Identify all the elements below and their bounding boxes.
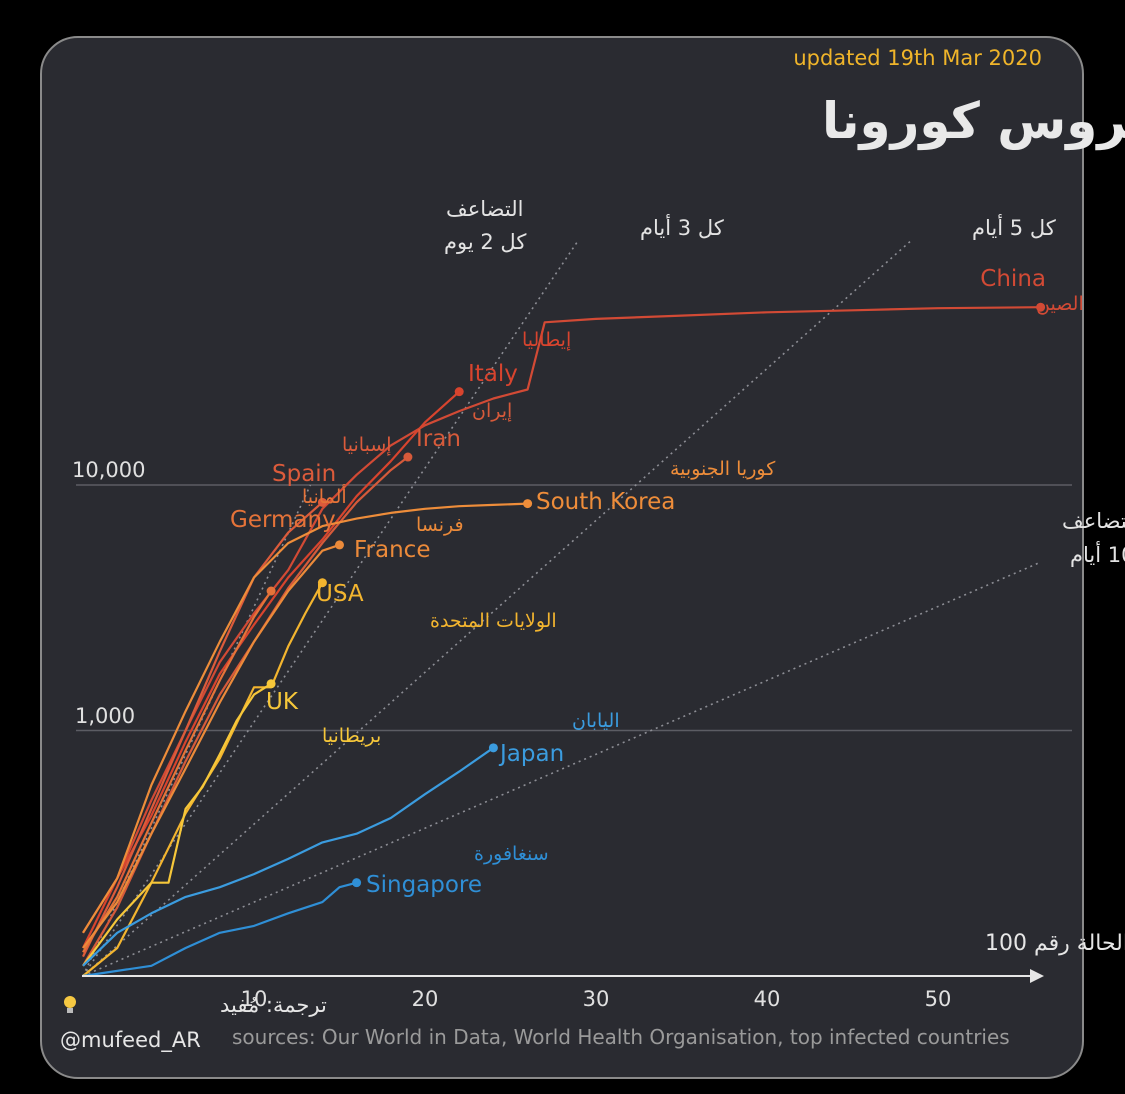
label-korea: South Korea	[536, 489, 675, 515]
label-usa: USA	[316, 581, 364, 607]
grid	[76, 484, 1072, 732]
label-japan: Japan	[498, 741, 564, 767]
label-spain-ar: إسبانيا	[342, 434, 392, 457]
label-china: China	[980, 266, 1046, 292]
ref-5-label: كل 5 أيام	[972, 214, 1056, 240]
credit-translation: ترجمة: مُفيد	[220, 993, 327, 1017]
label-germany-ar: ألمانيا	[302, 484, 347, 508]
reference-line-3-days	[82, 239, 580, 977]
updated-date: updated 19th Mar 2020	[793, 46, 1042, 70]
x-tick-10: 10	[241, 987, 268, 1011]
series-line-spain	[82, 501, 324, 958]
x-tick-20: 20	[412, 987, 439, 1011]
series-end-dot-germany	[266, 586, 276, 596]
series-end-dot-uk	[266, 679, 276, 689]
series-end-dot-italy	[454, 387, 464, 397]
reference-line-10-days	[82, 561, 1041, 977]
chart-frame	[40, 36, 1084, 1079]
series-line-korea	[82, 502, 528, 934]
reference-line-5-days	[82, 238, 913, 977]
series-end-dot-korea	[523, 499, 533, 509]
series-line-china	[82, 306, 1041, 934]
label-singapore-ar: سنغافورة	[474, 843, 549, 865]
label-spain: Spain	[272, 461, 336, 487]
credit-handle: @mufeed_AR	[60, 1028, 201, 1053]
label-china-ar: الصين	[1036, 293, 1084, 315]
series-end-dot-spain	[317, 497, 327, 507]
label-usa-ar: الولايات المتحدة	[430, 610, 557, 632]
y-tick-1000: 1,000	[75, 704, 135, 728]
series-end-dot-usa	[317, 578, 327, 588]
x-tick-50: 50	[925, 987, 952, 1011]
label-france-ar: فرنسا	[416, 514, 464, 536]
label-uk: UK	[266, 689, 299, 715]
series-line-france	[82, 543, 340, 949]
label-singapore: Singapore	[366, 872, 482, 898]
series-end-dot-japan	[488, 743, 498, 753]
label-iran: Iran	[416, 426, 461, 452]
chart-title: معدلات إنتشار فيروس كورونا	[822, 92, 1125, 151]
ref-10-label-line1: التضاعف	[1062, 509, 1125, 533]
x-ticks: 10 20 30 40 50	[241, 987, 952, 1011]
ref-2-label-line2: كل 2 يوم	[444, 230, 526, 254]
sources-text: sources: Our World in Data, World Health…	[232, 1025, 1010, 1049]
series-lines	[82, 302, 1046, 978]
series-line-germany	[82, 590, 273, 953]
label-italy: Italy	[468, 361, 518, 387]
ref-3-label: كل 3 أيام	[640, 214, 724, 240]
series-line-uk	[82, 682, 272, 967]
x-tick-30: 30	[583, 987, 610, 1011]
series-line-japan	[82, 746, 495, 967]
ref-2-label-line1: التضاعف	[446, 197, 523, 221]
series-line-singapore	[82, 881, 357, 978]
series-line-italy	[82, 390, 460, 949]
y-tick-10000: 10,000	[72, 458, 145, 482]
label-uk-ar: بريطانيا	[322, 725, 381, 747]
label-italy-ar: إيطاليا	[522, 329, 571, 352]
label-france: France	[354, 537, 430, 563]
series-line-usa	[82, 582, 324, 977]
label-korea-ar: كوريا الجنوبية	[670, 458, 776, 480]
x-axis-arrow	[1030, 969, 1044, 983]
x-tick-40: 40	[754, 987, 781, 1011]
series-end-dot-singapore	[352, 878, 362, 888]
bulb-icon	[64, 996, 76, 1013]
ref-10-label-line2: كل 10 أيام	[1070, 541, 1125, 567]
series-end-dot-iran	[403, 452, 413, 462]
series-end-dot-china	[1036, 302, 1046, 312]
x-axis-label: عدد الأيام بعد الحالة رقم 100	[985, 929, 1125, 956]
series-end-dot-france	[335, 540, 344, 550]
label-germany: Germany	[230, 507, 336, 533]
label-japan-ar: اليابان	[572, 710, 620, 732]
label-iran-ar: إيران	[472, 400, 512, 423]
